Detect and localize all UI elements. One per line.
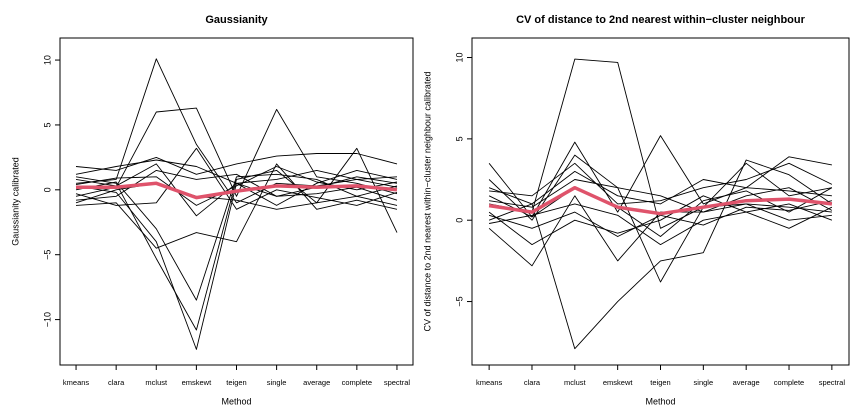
x-tick-label: clara [108,378,125,387]
series-line [488,195,833,246]
series-line [75,153,398,175]
series-line [488,154,832,283]
y-tick-label: 0 [454,218,464,223]
x-tick-label: spectral [819,378,846,387]
x-tick-label: single [267,378,287,387]
y-tick-label: −10 [42,312,52,327]
y-tick-label: −5 [454,296,464,306]
y-tick-label: 5 [454,136,464,141]
plot-frame [471,37,850,366]
x-tick-label: kmeans [63,378,90,387]
x-tick-label: emskewt [182,378,213,387]
x-tick-label: emskewt [603,378,634,387]
x-tick-label: single [694,378,714,387]
x-axis-label: Method [645,396,675,406]
y-axis-label: CV of distance to 2nd nearest within−clu… [422,72,432,332]
series-line [488,135,832,218]
series-line [75,147,398,331]
series-line [75,159,398,184]
x-tick-label: mclust [564,378,587,387]
series-line [489,58,832,229]
y-tick-label: 10 [42,55,52,65]
chart-title: CV of distance to 2nd nearest within−clu… [516,14,806,26]
series-line [488,187,833,237]
series-line [488,159,833,350]
x-tick-label: average [733,378,760,387]
x-tick-label: kmeans [476,378,503,387]
x-tick-label: average [303,378,330,387]
series-line [76,181,398,200]
chart-title: Gaussianity [205,14,268,26]
plot-frame [59,37,414,366]
series-line [75,173,398,301]
series-line [489,203,833,246]
x-tick-label: complete [774,378,804,387]
series-line [488,185,833,216]
y-tick-label: 10 [454,53,464,63]
x-tick-label: teigen [650,378,670,387]
series-line [75,107,398,197]
y-tick-label: 0 [42,187,52,192]
y-axis-label: Gaussianity calibrated [10,157,20,246]
x-tick-label: clara [524,378,541,387]
y-tick-label: 5 [42,122,52,127]
x-tick-label: mclust [145,378,168,387]
x-tick-label: complete [342,378,372,387]
series-line [488,170,832,205]
x-axis-label: Method [221,396,251,406]
series-line [489,179,833,213]
x-tick-label: teigen [226,378,246,387]
series-line [75,147,398,210]
series-line [489,162,833,205]
x-tick-label: spectral [384,378,411,387]
y-tick-label: −5 [42,250,52,260]
